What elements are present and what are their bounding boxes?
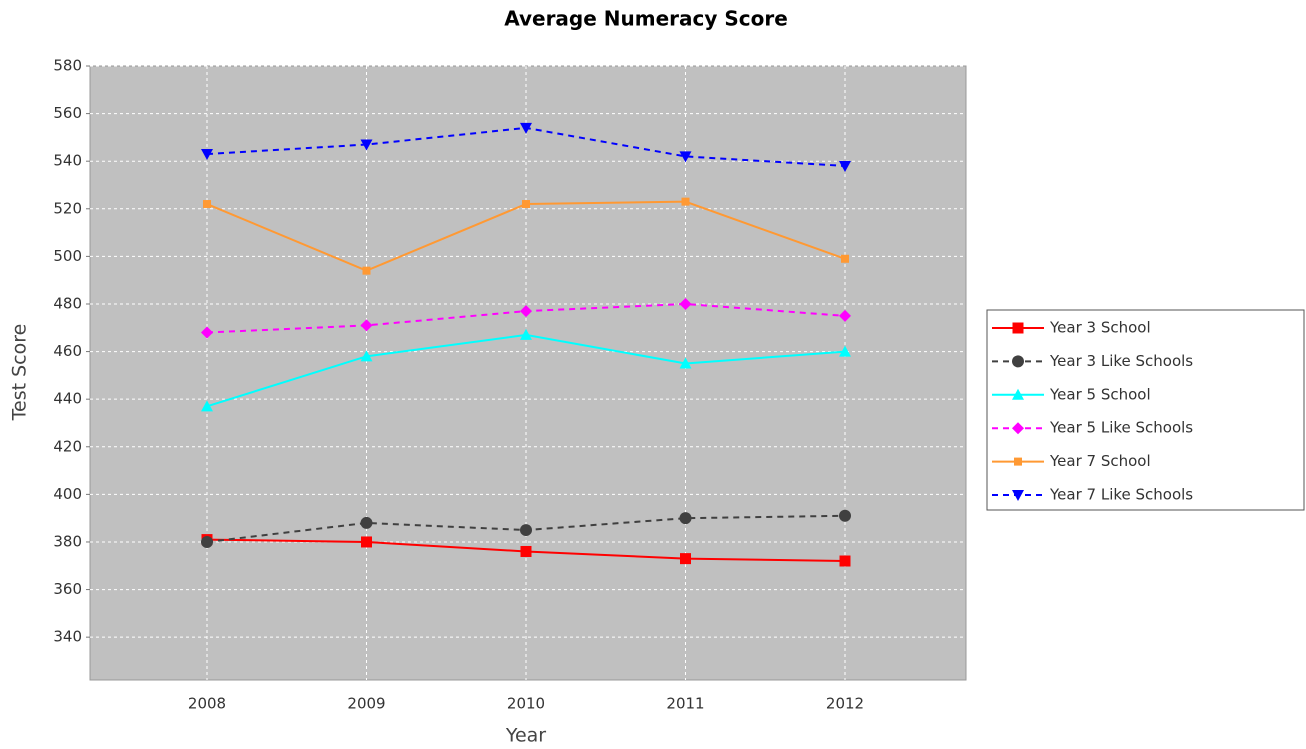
marker [520,545,532,557]
marker [1012,322,1024,334]
marker [839,309,851,322]
marker [839,555,851,567]
x-tick-label: 2012 [826,695,864,713]
y-tick-label: 420 [53,437,82,455]
legend-label: Year 7 Like Schools [1049,486,1193,504]
plot-area [89,65,967,681]
y-tick-label: 440 [53,390,82,408]
x-tick-label: 2011 [666,695,704,713]
legend-label: Year 5 Like Schools [1049,419,1193,437]
y-tick-label: 340 [53,628,82,646]
marker [1012,422,1024,435]
marker [201,535,213,548]
marker [360,516,373,529]
y-tick-label: 500 [53,247,82,265]
y-tick-label: 560 [53,104,82,122]
marker [201,149,213,161]
y-tick-label: 380 [53,532,82,550]
legend-label: Year 7 School [1049,452,1151,470]
marker [839,160,851,172]
marker [839,345,851,357]
marker [361,536,372,548]
marker [520,328,532,340]
marker [680,553,691,565]
legend-label: Year 5 School [1049,385,1151,403]
marker [839,509,851,522]
chart-title: Average Numeracy Score [504,7,788,31]
legend [986,309,1305,511]
marker [681,197,690,206]
marker [362,266,371,275]
x-tick-label: 2010 [507,695,545,713]
marker [1012,388,1024,400]
marker [203,200,211,209]
y-tick-label: 360 [53,580,82,598]
y-tick-label: 540 [53,152,82,170]
marker [679,357,692,369]
marker [360,319,373,332]
y-tick-label: 400 [53,485,82,503]
marker [520,305,532,318]
y-tick-label: 520 [53,199,82,217]
marker [201,400,213,412]
marker [679,151,692,163]
marker [1014,457,1022,466]
marker [1012,490,1024,501]
y-tick-label: 460 [53,342,82,360]
y-tick-label: 480 [53,294,82,312]
marker [201,326,213,339]
marker [360,350,373,362]
x-tick-label: 2008 [188,695,226,713]
marker [520,524,532,537]
legend-label: Year 3 School [1049,319,1151,337]
marker [520,122,532,134]
marker [679,297,692,310]
marker [360,139,373,151]
marker [679,512,692,525]
x-tick-label: 2009 [347,695,385,713]
marker [1012,355,1024,368]
marker [522,200,530,209]
y-axis-label: Test Score [9,324,31,422]
legend-label: Year 3 Like Schools [1049,352,1193,370]
x-axis-label: Year [505,725,546,747]
y-tick-label: 580 [53,57,82,75]
marker [841,254,849,263]
